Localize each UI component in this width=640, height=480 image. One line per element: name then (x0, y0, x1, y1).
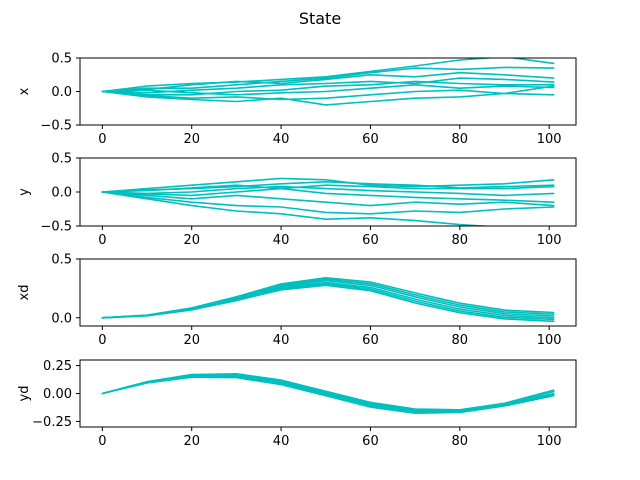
y-tick-label: −0.5 (40, 119, 72, 134)
x-tick-label: 0 (98, 132, 106, 147)
y-tick-label: 0.5 (51, 152, 72, 167)
y-axis-label: xd (17, 285, 32, 301)
series-line-yd-5 (101, 376, 555, 415)
series-line-y-1 (101, 177, 555, 193)
x-tick-label: 80 (452, 333, 469, 348)
y-axis-label: y (17, 188, 32, 196)
series-line-x-4 (101, 77, 555, 94)
y-tick-label: −0.25 (32, 415, 72, 430)
x-tick-label: 20 (183, 132, 200, 147)
y-tick-label: 0.00 (43, 387, 72, 402)
series-line-x-2 (101, 66, 555, 93)
y-tick-label: 0.25 (43, 359, 72, 374)
x-tick-label: 80 (452, 233, 469, 248)
series-line-xd-5 (101, 283, 555, 321)
series-line-x-7 (101, 89, 555, 101)
panel-xd: 0 20 40 60 80 100 0.5 0.0 xd (17, 253, 577, 348)
series-line-y-3 (101, 184, 555, 193)
x-tick-label: 40 (273, 434, 290, 449)
x-tick-label: 60 (362, 233, 379, 248)
x-tick-label: 100 (537, 233, 562, 248)
y-tick-label: −0.5 (40, 220, 72, 235)
y-axis-label: x (17, 87, 32, 95)
series-line-yd-3 (101, 372, 555, 411)
x-tick-label: 20 (183, 233, 200, 248)
series-line-x-1 (101, 58, 555, 93)
series-line-x-6 (101, 84, 555, 96)
series-line-xd-4 (101, 276, 555, 319)
series-line-x-3 (101, 71, 555, 93)
series-line-y-6 (101, 191, 555, 207)
y-tick-label: 0.5 (51, 253, 72, 268)
x-tick-label: 80 (452, 434, 469, 449)
x-tick-label: 60 (362, 132, 379, 147)
x-tick-label: 100 (537, 132, 562, 147)
x-tick-label: 0 (98, 434, 106, 449)
y-tick-label: 0.0 (51, 85, 72, 100)
series-line-x-5 (101, 80, 555, 96)
x-tick-label: 40 (273, 233, 290, 248)
x-tick-label: 100 (537, 333, 562, 348)
y-tick-label: 0.0 (51, 311, 72, 326)
x-tick-label: 20 (183, 434, 200, 449)
series-line-y-4 (101, 185, 555, 197)
panel-x: 0 20 40 60 80 100 0.5 0.0 −0.5 x (17, 52, 577, 147)
x-tick-label: 40 (273, 333, 290, 348)
x-tick-label: 0 (98, 233, 106, 248)
series-line-y-7 (101, 191, 555, 215)
series-line-xd-6 (101, 284, 555, 323)
x-tick-label: 80 (452, 132, 469, 147)
series-line-y-5 (101, 187, 555, 203)
y-tick-label: 0.5 (51, 52, 72, 67)
x-tick-label: 40 (273, 132, 290, 147)
x-tick-label: 100 (537, 434, 562, 449)
axes-frame-xd (79, 258, 577, 327)
x-tick-label: 60 (362, 434, 379, 449)
y-axis-label: yd (17, 386, 32, 402)
series-line-x-8 (101, 85, 555, 106)
axes-frame-y (79, 157, 577, 227)
x-tick-label: 60 (362, 333, 379, 348)
x-tick-label: 0 (98, 333, 106, 348)
y-tick-label: 0.0 (51, 186, 72, 201)
figure-title: State (299, 9, 341, 28)
panel-y: 0 20 40 60 80 100 0.5 0.0 −0.5 y (17, 152, 577, 248)
x-tick-label: 20 (183, 333, 200, 348)
